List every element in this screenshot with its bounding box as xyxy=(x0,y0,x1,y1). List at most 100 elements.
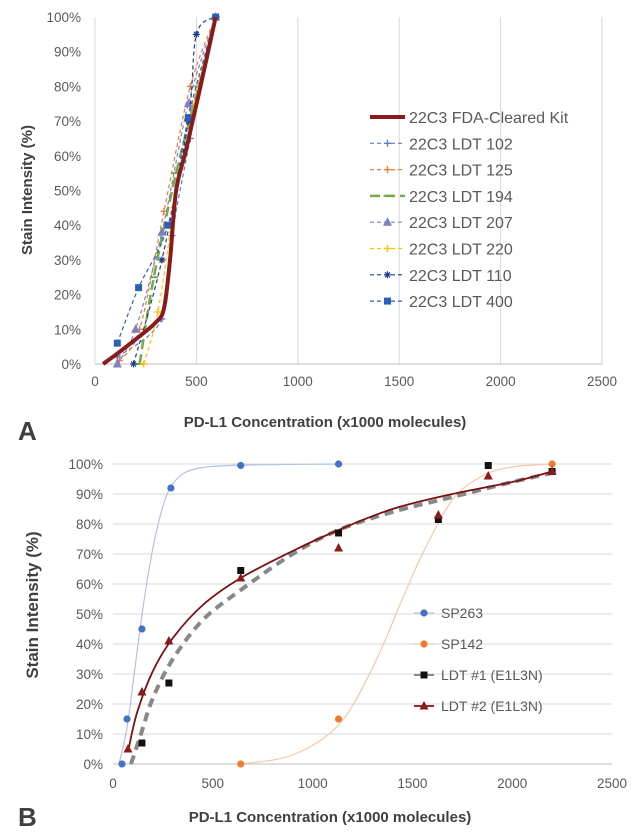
data-point-ldt-2-e1l3n xyxy=(547,466,557,475)
panel-b-legend: SP263 SP142 LDT #1 (E1L3N) LDT #2 (E1L3N) xyxy=(414,605,543,714)
panel-b-fit-curves xyxy=(118,463,553,765)
panel-b-y-tick-label: 60% xyxy=(76,577,103,592)
series-line-22c3-ldt-110 xyxy=(132,16,217,365)
panel-a-y-tick-label: 90% xyxy=(54,45,81,60)
data-point-ldt-2-e1l3n xyxy=(164,636,174,645)
legend-entry-sp142: SP142 xyxy=(414,636,483,652)
panel-a-x-tick-label: 500 xyxy=(185,374,208,389)
data-point-ldt-2-e1l3n xyxy=(483,471,493,480)
legend-label-22c3-ldt-125: 22C3 LDT 125 xyxy=(409,163,513,180)
panel-a-x-tick-label: 1500 xyxy=(384,374,414,389)
panel-b-x-tick-label: 2000 xyxy=(497,776,527,791)
series-ldt-2-e1l3n xyxy=(123,466,557,753)
panel-b-y-tick-label: 70% xyxy=(76,547,103,562)
panel-a-y-tick-label: 10% xyxy=(54,322,81,337)
legend-label-sp142: SP142 xyxy=(441,636,483,652)
legend-label-22c3-ldt-102: 22C3 LDT 102 xyxy=(409,136,513,153)
panel-b-y-tick-label: 20% xyxy=(76,697,103,712)
data-point-22c3-ldt-220 xyxy=(140,360,148,368)
panel-b-ylabel: Stain Intensity (%) xyxy=(23,531,42,678)
panel-a-y-tick-label: 50% xyxy=(54,184,81,199)
panel-a-x-tick-label: 0 xyxy=(91,374,99,389)
legend-marker-22c3-ldt-125 xyxy=(384,166,391,174)
legend-marker-22c3-ldt-110 xyxy=(384,271,391,279)
data-point-sp263 xyxy=(237,461,245,470)
legend-marker-sp263 xyxy=(420,609,428,617)
data-point-22c3-ldt-110 xyxy=(130,360,138,368)
panel-b-y-tick-label: 90% xyxy=(76,487,103,502)
legend-entry-22c3-ldt-207: 22C3 LDT 207 xyxy=(370,215,513,232)
series-22c3-fda-cleared-kit xyxy=(101,16,218,366)
panel-b: 0% 10% 20% 30% 40% 50% 60% 70% 80% 90% 100% 0 500 10… xyxy=(18,457,627,832)
legend-label-ldt-2-e1l3n: LDT #2 (E1L3N) xyxy=(441,698,543,714)
fit-curve-sp142 xyxy=(240,463,553,765)
data-point-sp263 xyxy=(167,484,175,492)
panel-a-y-tick-label: 70% xyxy=(54,114,81,129)
panel-b-x-tick-labels: 0 500 1000 1500 2000 2500 xyxy=(109,776,627,791)
data-point-ldt-1-e1l3n xyxy=(434,516,442,523)
panel-b-x-tick-label: 1000 xyxy=(298,776,328,791)
legend-label-22c3-ldt-207: 22C3 LDT 207 xyxy=(409,215,513,232)
panel-b-x-tick-label: 1500 xyxy=(397,776,427,791)
legend-label-22c3-ldt-400: 22C3 LDT 400 xyxy=(409,294,513,311)
panel-a-y-tick-label: 20% xyxy=(54,288,81,303)
data-point-ldt-2-e1l3n xyxy=(334,543,344,552)
panel-a-y-tick-label: 60% xyxy=(54,149,81,164)
data-point-ldt-1-e1l3n xyxy=(237,567,245,574)
data-point-sp142 xyxy=(548,460,556,468)
data-point-ldt-2-e1l3n xyxy=(137,687,147,696)
panel-a-x-tick-label: 2000 xyxy=(486,374,516,389)
data-point-22c3-ldt-400 xyxy=(164,221,172,229)
legend-entry-22c3-ldt-400: 22C3 LDT 400 xyxy=(370,294,513,311)
data-point-22c3-ldt-110 xyxy=(192,30,200,38)
data-point-22c3-ldt-207 xyxy=(131,324,141,333)
fit-curve-ldt-1-e1l3n xyxy=(129,471,553,765)
data-point-ldt-2-e1l3n xyxy=(236,573,246,582)
panel-a-ylabel: Stain Intensity (%) xyxy=(19,125,36,255)
data-point-sp263 xyxy=(138,625,146,633)
series-line-22c3-ldt-400 xyxy=(116,16,217,344)
data-point-ldt-1-e1l3n xyxy=(138,739,146,747)
panel-a: 0% 10% 20% 30% 40% 50% 60% 70% 80% 90% 100% 0 500 10… xyxy=(18,10,617,446)
legend-label-22c3-ldt-194: 22C3 LDT 194 xyxy=(409,189,513,206)
data-point-sp263 xyxy=(123,715,131,723)
legend-entry-22c3-fda-cleared-kit: 22C3 FDA-Cleared Kit xyxy=(370,110,569,127)
data-point-22c3-ldt-400 xyxy=(184,114,192,122)
panel-a-x-tick-label: 1000 xyxy=(283,374,313,389)
panel-b-letter: B xyxy=(18,802,37,832)
data-point-sp142 xyxy=(334,715,343,723)
data-point-22c3-ldt-400 xyxy=(113,339,121,347)
data-point-22c3-ldt-220 xyxy=(154,308,162,316)
legend-marker-22c3-ldt-400 xyxy=(384,297,391,305)
data-point-22c3-ldt-207 xyxy=(157,227,167,236)
panel-b-xlabel: PD-L1 Concentration (x1000 molecules) xyxy=(189,809,472,826)
panel-b-y-tick-label: 100% xyxy=(68,457,103,472)
panel-a-y-tick-label: 0% xyxy=(61,357,81,372)
panel-b-series xyxy=(118,460,557,768)
data-point-ldt-2-e1l3n xyxy=(433,510,443,519)
fit-curve-ldt-2-e1l3n xyxy=(127,470,553,753)
panel-a-y-tick-label: 80% xyxy=(54,79,81,94)
series-line-22c3-fda-cleared-kit xyxy=(101,16,218,366)
panel-b-y-tick-label: 10% xyxy=(76,727,103,742)
legend-entry-22c3-ldt-110: 22C3 LDT 110 xyxy=(370,268,512,285)
panel-a-letter: A xyxy=(18,416,37,446)
panel-a-y-tick-label: 100% xyxy=(46,10,81,25)
legend-label-ldt-1-e1l3n: LDT #1 (E1L3N) xyxy=(441,667,543,683)
panel-a-y-tick-label: 30% xyxy=(54,253,81,268)
panel-b-y-tick-labels: 0% 10% 20% 30% 40% 50% 60% 70% 80% 90% 100% xyxy=(68,457,103,772)
legend-label-22c3-ldt-110: 22C3 LDT 110 xyxy=(409,268,512,285)
data-point-22c3-ldt-207 xyxy=(183,98,193,108)
data-point-sp142 xyxy=(237,760,245,768)
panel-b-x-tick-label: 500 xyxy=(202,776,225,791)
legend-marker-ldt-2-e1l3n xyxy=(419,701,429,710)
panel-a-legend: 22C3 FDA-Cleared Kit 22C3 LDT 102 22C3 LDT… xyxy=(370,110,569,311)
legend-marker-22c3-ldt-102 xyxy=(384,139,391,147)
data-point-ldt-1-e1l3n xyxy=(165,679,173,687)
legend-entry-22c3-ldt-102: 22C3 LDT 102 xyxy=(370,136,513,153)
panel-a-series xyxy=(101,12,221,368)
series-line-22c3-ldt-102 xyxy=(116,16,217,358)
data-point-ldt-2-e1l3n xyxy=(123,744,133,753)
legend-label-22c3-fda-cleared-kit: 22C3 FDA-Cleared Kit xyxy=(409,110,569,127)
panel-b-y-tick-label: 50% xyxy=(76,607,103,622)
